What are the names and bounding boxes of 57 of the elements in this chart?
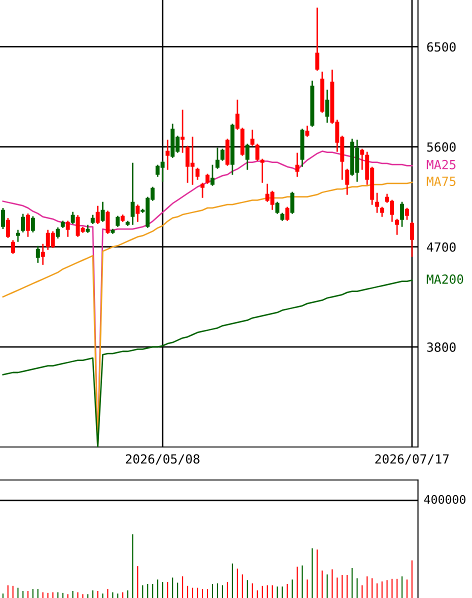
- line-series: [2, 280, 413, 447]
- candlestick: [66, 220, 70, 238]
- candlestick: [26, 212, 30, 238]
- candlestick: [180, 109, 185, 154]
- y-tick-label: 3800: [427, 342, 456, 352]
- candlestick: [260, 158, 264, 184]
- candlestick: [196, 167, 200, 180]
- candlestick: [315, 6, 320, 72]
- candlestick: [285, 206, 290, 222]
- candlestick: [130, 162, 135, 226]
- x-tick-label: 2026/05/08: [126, 454, 200, 465]
- y-tick-label: 5600: [427, 142, 456, 152]
- candlestick: [136, 204, 140, 223]
- candlestick: [395, 218, 400, 236]
- candlestick: [10, 239, 15, 255]
- candlestick: [30, 216, 35, 234]
- candlestick: [210, 164, 214, 186]
- candlestick: [275, 201, 280, 215]
- y-tick-label: 4700: [426, 242, 456, 252]
- candlestick: [96, 205, 100, 225]
- candlestick: [90, 214, 95, 225]
- x-tick-label: 2026/07/17: [375, 454, 449, 465]
- text: 400000: [424, 494, 466, 504]
- candlestick: [380, 206, 384, 218]
- candlestick: [20, 213, 25, 234]
- candlestick: [410, 221, 414, 258]
- candlestick: [290, 191, 294, 215]
- candlestick: [56, 226, 60, 240]
- candlestick: [220, 148, 224, 162]
- candlestick: [295, 152, 300, 178]
- candlestick: [360, 148, 364, 170]
- candlestick: [206, 173, 210, 184]
- series-label: MA25: [426, 160, 456, 170]
- candlestick: [325, 89, 330, 124]
- candlestick: [345, 168, 350, 196]
- candlestick: [255, 143, 260, 162]
- candlestick: [106, 210, 110, 235]
- candlestick: [70, 211, 75, 225]
- candlestick: [405, 207, 410, 221]
- candlestick: [16, 229, 20, 243]
- candlestick: [245, 143, 250, 170]
- y-tick-label: 6500: [427, 42, 456, 52]
- series-label: MA200: [426, 274, 464, 284]
- series-label: MA75: [426, 176, 456, 186]
- candlestick: [6, 217, 10, 239]
- candlestick: [215, 147, 220, 170]
- candlestick: [250, 129, 254, 146]
- candlestick: [200, 182, 205, 199]
- candlestick: [1, 207, 5, 230]
- candlestick: [235, 99, 240, 130]
- candlestick: [305, 125, 310, 138]
- candlestick: [36, 245, 40, 264]
- candlestick: [116, 215, 120, 228]
- candlestick: [375, 192, 380, 214]
- candlestick: [400, 201, 404, 228]
- candlestick: [166, 139, 170, 170]
- candlestick: [40, 243, 45, 266]
